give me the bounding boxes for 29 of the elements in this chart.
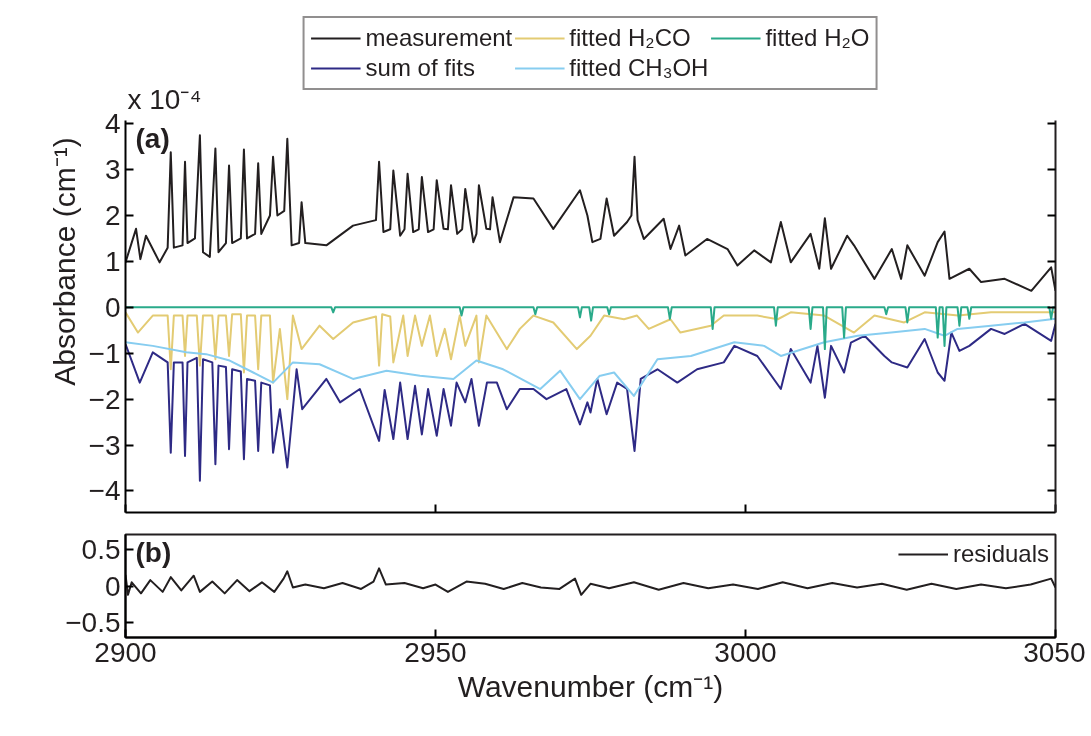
legend-label: fitted H₂O — [765, 24, 870, 52]
y-tick-label: 0.5 — [81, 533, 121, 565]
y-tick-label: 2 — [104, 200, 121, 232]
legend-label: residuals — [952, 540, 1049, 568]
legend-label: sum of fits — [365, 54, 475, 82]
x-tick-label: 2950 — [404, 636, 467, 668]
legend-label: fitted H₂CO — [569, 24, 691, 52]
y-tick-label: 0 — [104, 570, 121, 602]
y-tick-label: −4 — [88, 475, 121, 507]
y-tick-label: 4 — [104, 108, 121, 140]
x-axis-title: Wavenumber (cm⁻¹) — [457, 669, 724, 703]
line-series — [125, 306, 1056, 351]
x-tick-label: 3050 — [1023, 636, 1086, 668]
x-tick-label: 2900 — [94, 636, 157, 668]
y-tick-label: −0.5 — [65, 607, 121, 639]
annotation: (b) — [135, 536, 172, 568]
text: x 10⁻⁴ — [127, 83, 202, 115]
y-tick-label: 1 — [104, 245, 121, 277]
legend-label: measurement — [365, 24, 513, 52]
line-series — [125, 322, 1056, 482]
y-tick-label: 3 — [104, 154, 121, 186]
y-tick-label: 0 — [104, 291, 121, 323]
annotation: (a) — [135, 122, 170, 154]
x-tick-label: 3000 — [714, 636, 777, 668]
y-tick-label: −3 — [88, 429, 121, 461]
legend-label: fitted CH₃OH — [569, 54, 709, 82]
y-tick-label: −1 — [88, 337, 121, 369]
y-axis-title: Absorbance (cm⁻¹) — [47, 137, 81, 386]
y-tick-label: −2 — [88, 383, 121, 415]
